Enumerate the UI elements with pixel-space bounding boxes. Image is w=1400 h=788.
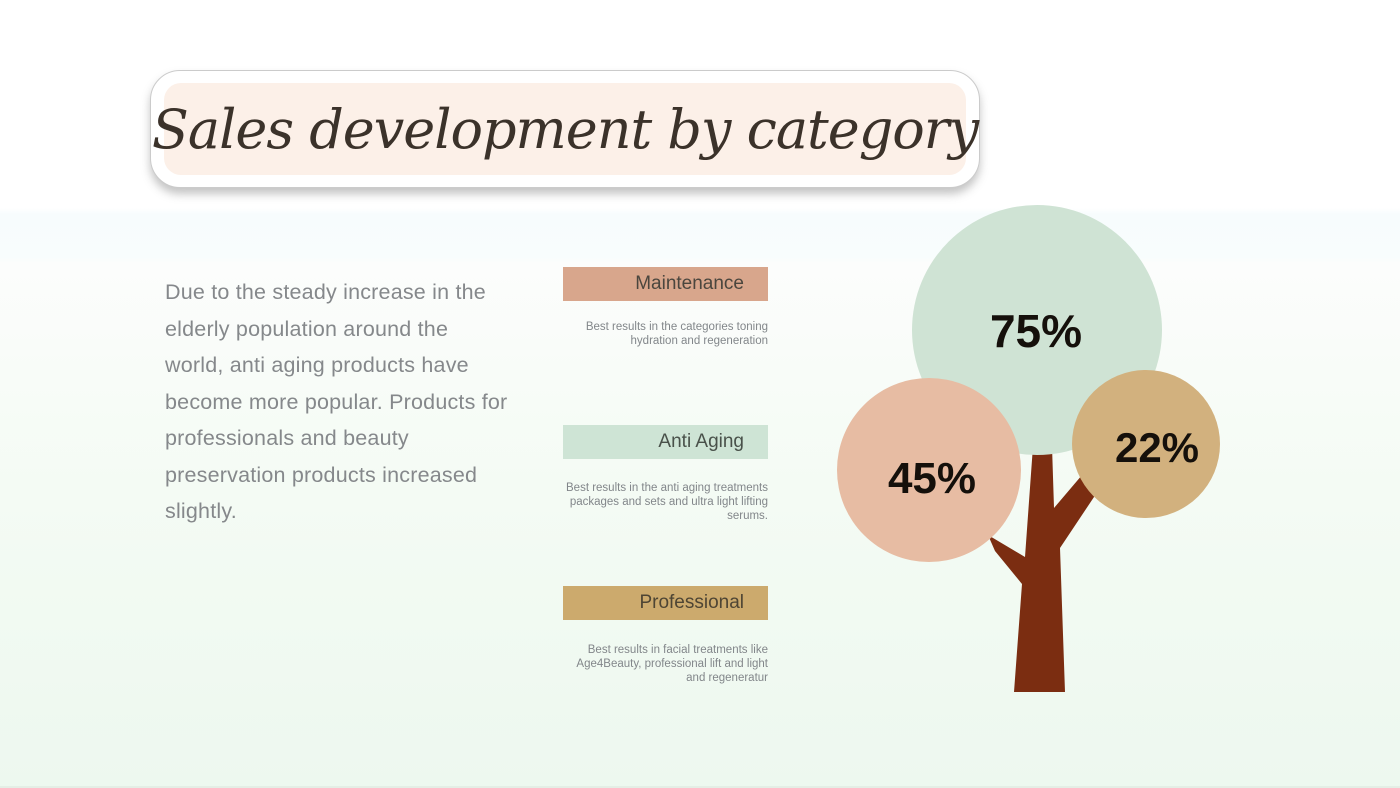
bubble-value-anti-aging: 75% [990, 305, 1082, 357]
category-label-anti-aging: Anti Aging [563, 425, 768, 459]
intro-paragraph: Due to the steady increase in the elderl… [165, 280, 508, 523]
category-description-anti-aging: Best results in the anti aging treatment… [566, 482, 768, 522]
category-label-professional: Professional [563, 586, 768, 620]
title-banner: Sales development by category [150, 70, 980, 188]
category-description-professional: Best results in facial treatments like A… [576, 644, 768, 684]
category-description-maintenance: Best results in the categories toning hy… [585, 321, 768, 347]
bubble-value-professional: 22% [1115, 424, 1199, 471]
title-box: Sales development by category [152, 83, 979, 175]
bubble-maintenance [837, 378, 1021, 562]
bubble-value-maintenance: 45% [888, 454, 976, 503]
page-title: Sales development by category [151, 97, 979, 161]
category-label-maintenance: Maintenance [563, 267, 768, 301]
tree-trunk [988, 446, 1104, 692]
bubble-professional [1072, 370, 1220, 518]
bottom-edge-divider [0, 786, 1400, 788]
